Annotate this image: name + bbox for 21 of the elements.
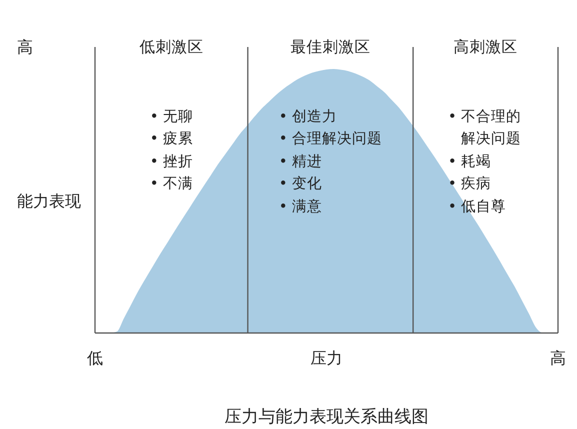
text: 压力与能力表现关系曲线图 (224, 407, 428, 427)
annotation: • 精进 (278, 152, 324, 172)
annotation: • 无聊 (150, 108, 194, 127)
text: 高刺激区 (454, 38, 518, 56)
annotation: • 耗竭 (448, 152, 492, 172)
y-axis-title: 能力表现 (17, 192, 81, 210)
x-tick-label: 低 (87, 348, 103, 368)
annotation: • 挫折 (150, 152, 194, 172)
annotation: • 合理解决问题 (278, 130, 382, 150)
annotation: • 变化 (278, 174, 324, 194)
text: 最佳刺激区 (290, 38, 370, 56)
text: 低刺激区 (139, 38, 204, 56)
annotation: • 满意 (278, 198, 324, 217)
annotation: • 低自尊 (448, 198, 508, 217)
x-axis-title: 压力 (310, 348, 342, 368)
annotation: • 不满 (150, 175, 194, 194)
text: 高 (17, 38, 33, 56)
annotation: • 创造力 (278, 108, 338, 127)
annotation: • 不合理的解决问题 (448, 108, 522, 150)
annotation: • 疲累 (150, 130, 194, 150)
annotation: • 疾病 (448, 175, 492, 194)
